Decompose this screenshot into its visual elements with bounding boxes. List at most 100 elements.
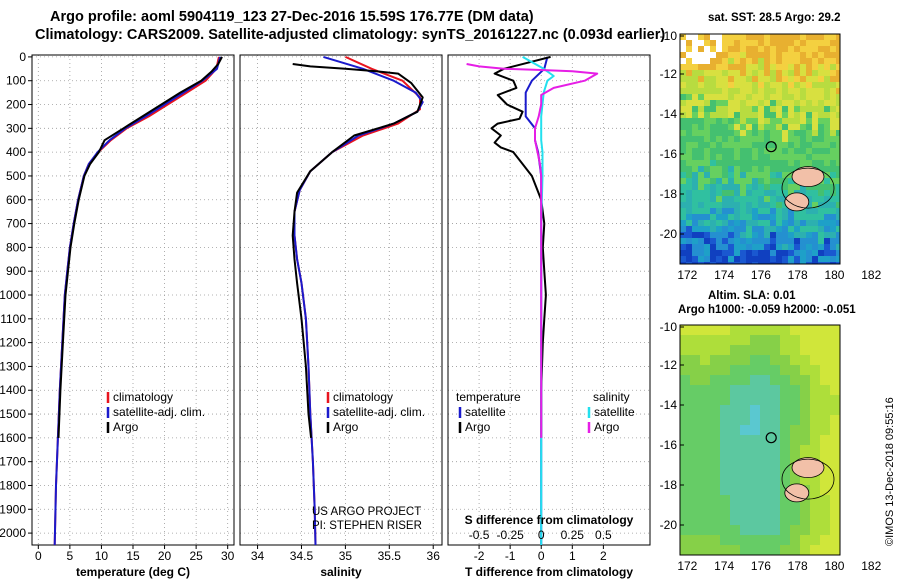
x-tick-label: 15 (126, 549, 140, 563)
temp-legend-climatology: climatology (113, 390, 173, 404)
sst-lat-label: -14 (660, 107, 678, 121)
credit-project: US ARGO PROJECT (312, 506, 421, 518)
sst-lon-label: 174 (714, 268, 734, 282)
depth-tick-label: 300 (6, 121, 26, 135)
depth-tick-label: 100 (6, 74, 26, 88)
x-tick-label: 30 (221, 549, 235, 563)
x-tick-label: 35 (339, 549, 353, 563)
diff-legend-temp-title: temperature (456, 390, 521, 404)
temp-legend-satellite: satellite-adj. clim. (113, 405, 205, 419)
sst-lat-label: -18 (660, 187, 678, 201)
credit-pi: PI: STEPHEN RISER (312, 520, 422, 532)
temp-legend-argo: Argo (113, 420, 139, 434)
x-tick-label: 34 (251, 549, 265, 563)
sst-reef-contour (781, 167, 835, 209)
sla-lat-label: -12 (660, 358, 678, 372)
sla-lat-label: -16 (660, 438, 678, 452)
x-tick-label: 36 (427, 549, 441, 563)
sla-lon-label: 176 (751, 559, 771, 573)
header-line1: Argo profile: aoml 5904119_123 27-Dec-20… (50, 9, 534, 25)
sla-lon-label: 178 (788, 559, 808, 573)
series-line-temperature-argo (490, 55, 551, 438)
sst-lon-label: 178 (788, 268, 808, 282)
sla-lon-label: 172 (677, 559, 697, 573)
series-line-argo (57, 56, 223, 438)
depth-tick-label: 500 (6, 169, 26, 183)
x-tick-label: 25 (189, 549, 203, 563)
sst-lat-label: -20 (660, 227, 678, 241)
x-axis-label: salinity (320, 565, 362, 579)
sla-map-field (680, 325, 840, 555)
depth-tick-label: 0 (19, 50, 26, 64)
depth-tick-label: 1700 (0, 455, 26, 469)
x-tick-label: 0 (538, 549, 545, 563)
depth-tick-label: 1900 (0, 502, 26, 516)
depth-tick-label: 1500 (0, 407, 26, 421)
diff-legend-temp-argo: Argo (465, 420, 491, 434)
series-line-climatology (53, 56, 220, 546)
diff-legend-sal-argo: Argo (594, 420, 620, 434)
x-tick-label: 34.5 (290, 549, 314, 563)
imos-credit: ©IMOS 13-Dec-2018 09:55:16 (884, 397, 896, 546)
depth-tick-label: 1000 (0, 288, 26, 302)
x-tick-label: 2 (600, 549, 607, 563)
sst-lon-label: 172 (677, 268, 697, 282)
x-tick-label: -2 (474, 549, 485, 563)
series-line-argo (291, 63, 424, 439)
s-tick-label: 0 (538, 528, 545, 542)
sla-lat-label: -20 (660, 518, 678, 532)
x-tick-label: 0 (35, 549, 42, 563)
x-axis-label: temperature (deg C) (76, 565, 190, 579)
sla-lat-label: -14 (660, 398, 678, 412)
depth-tick-label: 1300 (0, 359, 26, 373)
series-line-satellite-adj-clim- (53, 56, 222, 546)
series-line-salinity-argo (466, 63, 599, 438)
s-tick-label: 0.25 (561, 528, 585, 542)
sst-lon-label: 180 (824, 268, 844, 282)
sla-lon-label: 180 (824, 559, 844, 573)
depth-tick-label: 400 (6, 145, 26, 159)
x-tick-label: 35.5 (378, 549, 402, 563)
depth-tick-label: 1100 (0, 312, 26, 326)
x-tick-label: 10 (95, 549, 109, 563)
sal-legend-argo: Argo (333, 420, 359, 434)
depth-tick-label: 1400 (0, 383, 26, 397)
sla-lon-label: 182 (861, 559, 881, 573)
x-tick-label: -1 (505, 549, 516, 563)
header-line2: Climatology: CARS2009. Satellite-adjuste… (35, 27, 666, 43)
sst-lat-label: -16 (660, 147, 678, 161)
sst-lon-label: 182 (861, 268, 881, 282)
s-tick-label: -0.5 (469, 528, 490, 542)
panel-frame (239, 54, 443, 546)
sla-island-south (784, 483, 810, 503)
sst-argo-position (765, 141, 777, 153)
sst-lat-label: -12 (660, 67, 678, 81)
depth-tick-label: 900 (6, 264, 26, 278)
sst-lat-label: -10 (660, 29, 678, 43)
x-tick-label: 20 (158, 549, 172, 563)
diff-legend-sal-satellite: satellite (594, 405, 635, 419)
sla-map-title-1: Altim. SLA: 0.01 (708, 290, 796, 302)
sst-lon-label: 176 (751, 268, 771, 282)
sla-map-title-2: Argo h1000: -0.059 h2000: -0.051 (678, 304, 856, 316)
sla-map-frame (679, 324, 841, 556)
sst-map-title: sat. SST: 28.5 Argo: 29.2 (708, 12, 841, 24)
sla-lat-label: -10 (660, 320, 678, 334)
x-tick-label: 5 (67, 549, 74, 563)
depth-tick-label: 600 (6, 193, 26, 207)
sst-map-frame (679, 33, 841, 265)
depth-tick-label: 700 (6, 217, 26, 231)
sla-reef-contour (781, 458, 835, 500)
depth-tick-label: 1200 (0, 336, 26, 350)
x-axis-label: T difference from climatology (465, 565, 633, 579)
sst-island-south (784, 192, 810, 212)
sla-lat-label: -18 (660, 478, 678, 492)
sst-island-main (791, 166, 825, 188)
sla-argo-position (765, 432, 777, 444)
diff-legend-temp-satellite: satellite (465, 405, 506, 419)
series-line-salinity-satellite (522, 56, 555, 545)
diff-legend-sal-title: salinity (593, 390, 630, 404)
depth-tick-label: 800 (6, 240, 26, 254)
